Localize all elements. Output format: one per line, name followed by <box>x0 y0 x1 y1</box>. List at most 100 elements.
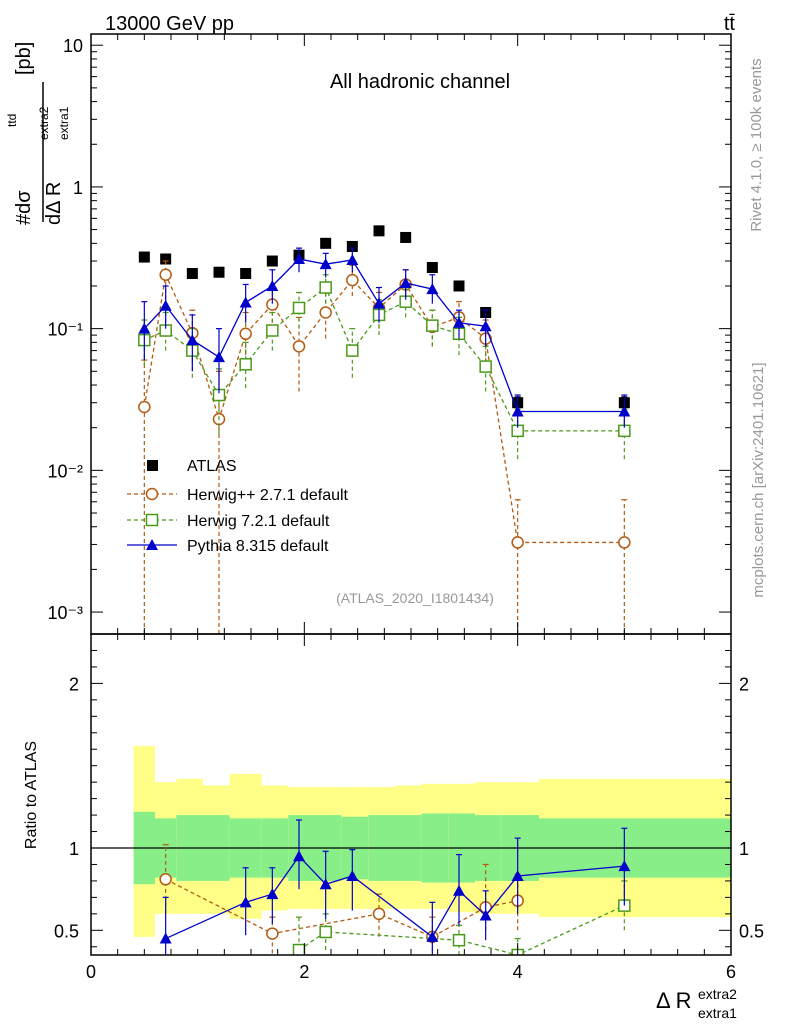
main-data-point <box>373 225 385 237</box>
ratio-y-tick-label-right: 2 <box>739 674 749 694</box>
main-data-point <box>239 296 252 308</box>
main-y-tick-label: 1 <box>73 178 83 198</box>
y-label-unit: [pb] <box>13 42 35 75</box>
x-axis-label: Δ R extra2 extra1 <box>656 986 737 1021</box>
main-data-point <box>453 316 465 328</box>
ratio-x-tick-label: 0 <box>86 962 96 982</box>
main-y-tick-label: 10⁻² <box>47 461 83 481</box>
main-data-point <box>426 283 439 295</box>
main-data-point <box>293 253 305 265</box>
ratio-data-point <box>319 878 332 890</box>
main-data-point <box>292 301 306 315</box>
main-data-point <box>346 254 359 266</box>
main-data-point <box>160 253 172 265</box>
ratio-data-point <box>452 933 466 947</box>
legend-pythia-label: Pythia 8.315 default <box>187 538 329 555</box>
main-data-point <box>453 280 465 292</box>
ratio-data-point <box>372 907 386 921</box>
ratio-data-point <box>293 850 305 862</box>
main-data-point <box>213 266 225 278</box>
main-data-point <box>479 360 492 373</box>
legend: ATLAS Herwig++ 2.7.1 default Herwig 7.2.… <box>127 458 349 555</box>
ratio-data-point <box>426 930 439 942</box>
main-data-point <box>239 358 252 371</box>
main-data-point <box>346 240 358 252</box>
ratio-data-point <box>618 860 631 872</box>
analysis-id: (ATLAS_2020_I1801434) <box>336 590 494 606</box>
main-data-point <box>319 306 332 319</box>
main-data-point <box>346 273 359 287</box>
ratio-y-label: Ratio to ATLAS <box>23 741 40 849</box>
legend-herwigpp-marker <box>145 487 159 501</box>
ratio-data-point <box>479 909 492 921</box>
main-data-point <box>511 405 524 417</box>
ratio-data-point <box>266 927 279 940</box>
y-label-den-subscript: extra1 <box>57 106 71 140</box>
y-axis-label: #dσ ttd dΔ R extra2 extra1 [pb] <box>5 42 71 225</box>
energy-label: 13000 GeV pp <box>105 13 234 35</box>
main-series-line <box>144 286 625 432</box>
ratio-y-tick-label: 2 <box>69 674 79 694</box>
process-label: tt̄ <box>724 13 736 35</box>
ratio-x-tick-label: 4 <box>513 962 523 982</box>
x-label-sub: extra1 <box>698 1005 737 1021</box>
main-data-point <box>618 536 631 549</box>
main-data-point <box>618 405 631 417</box>
main-data-point <box>138 400 151 414</box>
ratio-data-point <box>159 873 172 886</box>
main-data-point <box>373 297 385 309</box>
ratio-data-point <box>292 943 306 955</box>
legend-atlas-marker <box>147 460 158 471</box>
main-data-point <box>240 267 252 279</box>
legend-herwigpp-label: Herwig++ 2.7.1 default <box>187 487 349 504</box>
main-data-point <box>138 251 150 263</box>
ratio-data-point <box>159 932 172 944</box>
ratio-data-point <box>239 896 252 908</box>
ratio-y-tick-label-right: 0.5 <box>739 921 764 941</box>
main-y-tick-label: 10 <box>63 36 83 56</box>
main-data-point <box>400 231 412 243</box>
main-data-point <box>319 281 332 294</box>
main-data-point <box>213 351 225 363</box>
main-data-point <box>159 299 172 311</box>
ratio-x-tick-label: 2 <box>299 962 309 982</box>
main-data-point <box>159 268 172 282</box>
main-data-point <box>479 320 492 332</box>
ratio-data-point <box>346 869 359 881</box>
rivet-label: Rivet 4.1.0, ≥ 100k events <box>748 58 765 231</box>
main-data-point <box>399 276 412 288</box>
legend-pythia-marker <box>146 539 158 550</box>
x-label-main: Δ R <box>656 988 691 1013</box>
x-label-sup: extra2 <box>698 986 737 1002</box>
main-data-point <box>426 319 439 332</box>
main-data-point <box>292 340 306 353</box>
ratio-y-tick-label: 0.5 <box>54 921 79 941</box>
main-series-line <box>143 272 625 544</box>
legend-herwig7-marker <box>145 513 159 527</box>
main-data-point <box>266 255 278 267</box>
main-data-point <box>186 334 199 346</box>
main-data-point <box>426 262 438 274</box>
ratio-data-point <box>453 884 465 896</box>
main-data-point <box>319 258 332 270</box>
main-y-tick-label: 10⁻³ <box>47 603 83 623</box>
main-data-point <box>346 344 359 357</box>
ratio-y-tick-label-right: 1 <box>739 839 749 859</box>
y-label-denominator: dΔ R <box>43 182 65 225</box>
ratio-y-tick-label: 1 <box>69 839 79 859</box>
ratio-x-tick-label: 6 <box>726 962 736 982</box>
ratio-series-2 <box>159 819 631 955</box>
legend-herwig7-label: Herwig 7.2.1 default <box>187 513 330 530</box>
legend-atlas-label: ATLAS <box>187 458 237 475</box>
main-data-point <box>511 536 524 549</box>
ratio-data-point <box>319 925 332 939</box>
ratio-data-point <box>266 888 279 900</box>
y-label-superscript: ttd <box>5 114 19 127</box>
mcplots-label: mcplots.cern.ch [arXiv:2401.10621] <box>750 362 767 597</box>
chart-title: All hadronic channel <box>330 71 510 93</box>
y-label-numerator: #dσ <box>13 190 35 225</box>
main-data-point <box>138 322 151 334</box>
main-series-3 <box>138 247 631 428</box>
